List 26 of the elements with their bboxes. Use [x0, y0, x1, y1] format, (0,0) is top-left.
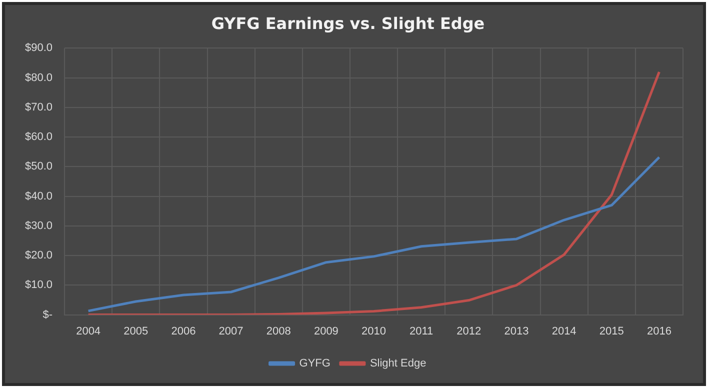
x-tick-label: 2011 — [410, 325, 434, 338]
x-tick-label: 2010 — [362, 325, 386, 338]
x-tick-label: 2014 — [552, 325, 576, 338]
x-tick-label: 2009 — [314, 325, 338, 338]
legend-label: GYFG — [299, 358, 330, 370]
chart-title: GYFG Earnings vs. Slight Edge — [211, 14, 485, 33]
y-tick-label: $30.0 — [24, 220, 53, 232]
y-tick-label: $- — [42, 308, 53, 321]
x-tick-label: 2006 — [171, 325, 196, 338]
x-tick-label: 2005 — [124, 325, 148, 338]
y-tick-label: $80.0 — [24, 72, 53, 84]
y-tick-label: $10.0 — [24, 279, 53, 292]
x-tick-label: 2007 — [218, 325, 244, 338]
y-tick-label: $90.0 — [24, 42, 53, 54]
legend-label: Slight Edge — [370, 358, 426, 370]
x-tick-label: 2015 — [599, 325, 624, 338]
x-tick-label: 2004 — [76, 325, 101, 338]
y-tick-label: $40.0 — [24, 190, 53, 202]
y-tick-label: $50.0 — [24, 160, 53, 173]
y-tick-label: $60.0 — [24, 131, 53, 144]
x-tick-label: 2012 — [456, 325, 482, 338]
x-tick-label: 2016 — [646, 325, 672, 338]
y-tick-label: $70.0 — [24, 101, 53, 114]
x-tick-label: 2008 — [266, 325, 291, 338]
x-tick-label: 2013 — [504, 325, 529, 338]
y-tick-label: $20.0 — [24, 250, 53, 262]
